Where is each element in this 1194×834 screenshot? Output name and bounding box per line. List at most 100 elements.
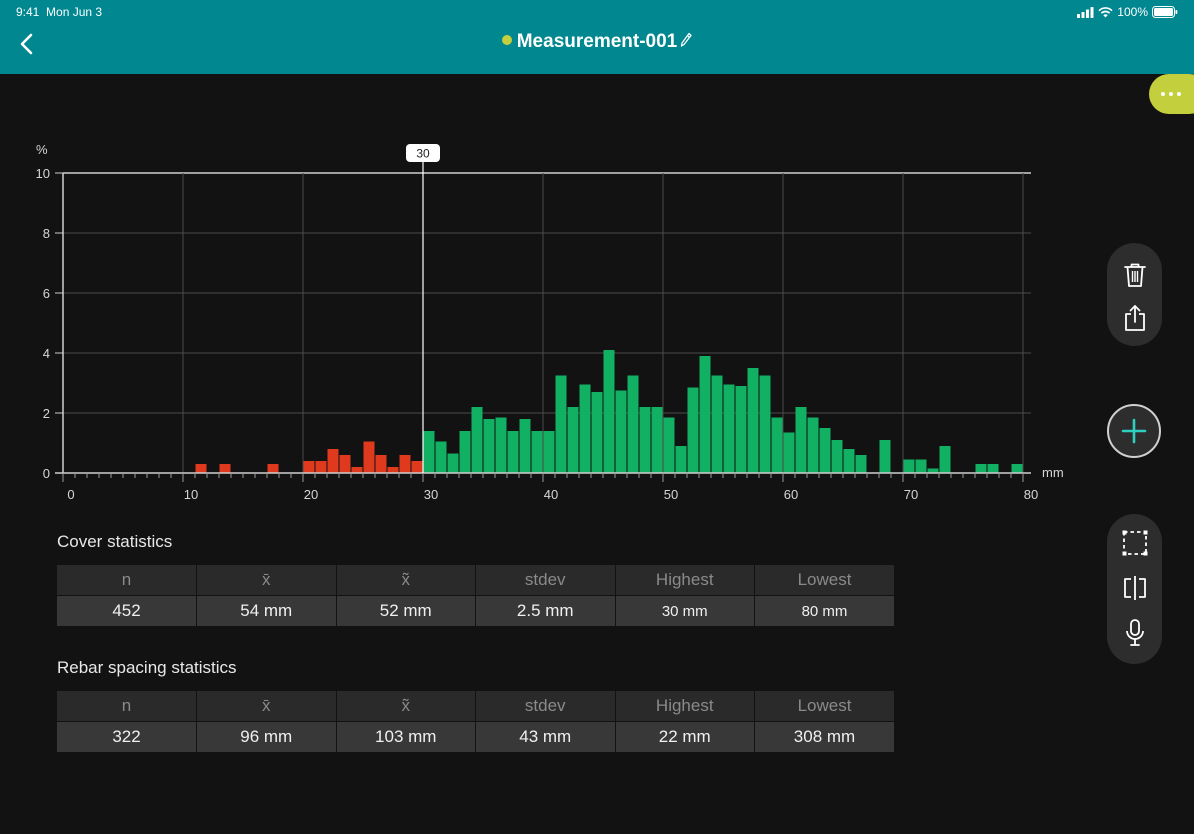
y-axis-label: % (36, 142, 48, 157)
table-header-row: n x̄ x̃ stdev Highest Lowest (57, 565, 894, 596)
x-tick-label: 80 (1024, 487, 1038, 502)
histogram-bar (327, 449, 339, 473)
histogram-bar (303, 461, 315, 473)
histogram-bar (375, 455, 387, 473)
split-view-icon (1123, 576, 1146, 600)
histogram-bar (795, 407, 807, 473)
histogram-bar (939, 446, 951, 473)
column-header-mean: x̄ (196, 565, 337, 596)
histogram-bar (915, 459, 927, 473)
histogram-bar (507, 431, 519, 473)
histogram-bar (699, 356, 711, 473)
histogram-bar (603, 350, 615, 473)
histogram-bar (351, 467, 363, 473)
histogram-bar (627, 375, 639, 473)
spacing-lowest-value: 308 mm (754, 721, 894, 752)
add-measurement-button[interactable] (1107, 404, 1161, 458)
histogram-bar (447, 453, 459, 473)
column-header-mean: x̄ (196, 691, 337, 722)
histogram-bar (567, 407, 579, 473)
battery-percentage: 100% (1117, 5, 1148, 19)
spacing-n-value: 322 (57, 721, 197, 752)
y-tick-label: 2 (43, 406, 50, 421)
more-options-button[interactable] (1149, 74, 1194, 114)
page-title: Measurement-001 (516, 31, 678, 52)
histogram-bar (975, 464, 987, 473)
histogram-bar (615, 390, 627, 473)
histogram-bar (747, 368, 759, 473)
cover-mean-value: 54 mm (196, 595, 337, 626)
x-tick-label: 50 (664, 487, 678, 502)
cover-statistics-table: n x̄ x̃ stdev Highest Lowest 452 54 mm 5… (57, 565, 894, 626)
histogram-bar (687, 387, 699, 473)
plus-icon (1121, 418, 1147, 444)
spacing-median-value: 103 mm (336, 721, 476, 752)
histogram-bar (591, 392, 603, 473)
column-header-lowest: Lowest (754, 691, 894, 722)
histogram-bar (651, 407, 663, 473)
column-header-median: x̃ (336, 691, 476, 722)
histogram-bar (903, 459, 915, 473)
wifi-icon (1098, 6, 1113, 17)
x-tick-label: 40 (544, 487, 558, 502)
selection-box-icon (1122, 530, 1147, 556)
back-button[interactable] (14, 30, 42, 58)
histogram-bar (315, 461, 327, 473)
y-tick-label: 0 (43, 466, 50, 481)
histogram-bar (819, 428, 831, 473)
histogram-bar (855, 455, 867, 473)
x-tick-label: 10 (184, 487, 198, 502)
share-button[interactable] (1115, 298, 1155, 338)
app-header: 9:41 Mon Jun 3 100% Measurement-001 (0, 0, 1194, 74)
cover-highest-value: 30 mm (615, 595, 755, 626)
status-bar-time: 9:41 Mon Jun 3 (16, 5, 102, 19)
cover-n-value: 452 (57, 595, 197, 626)
x-tick-label: 30 (424, 487, 438, 502)
battery-icon (1152, 6, 1178, 18)
select-area-button[interactable] (1115, 523, 1155, 563)
histogram-bar (579, 384, 591, 473)
histogram-bar (927, 468, 939, 473)
voice-note-button[interactable] (1115, 613, 1155, 653)
histogram-bar (771, 417, 783, 473)
pencil-icon[interactable] (680, 32, 692, 48)
histogram-bar (195, 464, 207, 473)
measurement-title[interactable]: Measurement-001 (0, 31, 1194, 53)
column-header-n: n (57, 565, 197, 596)
histogram-bar (495, 417, 507, 473)
cover-statistics-title: Cover statistics (57, 532, 173, 551)
spacing-mean-value: 96 mm (196, 721, 337, 752)
table-row: 452 54 mm 52 mm 2.5 mm 30 mm 80 mm (57, 595, 894, 626)
histogram-bar (1011, 464, 1023, 473)
histogram-bar (411, 461, 423, 473)
x-tick-label: 70 (904, 487, 918, 502)
histogram-bar (543, 431, 555, 473)
split-view-button[interactable] (1115, 568, 1155, 608)
x-tick-label: 60 (784, 487, 798, 502)
histogram-chart: 0 2 4 6 8 10 0 10 20 30 40 50 60 70 80% mm 30 (36, 142, 1064, 502)
spacing-highest-value: 22 mm (615, 721, 755, 752)
cover-lowest-value: 80 mm (754, 595, 894, 626)
y-tick-label: 6 (43, 286, 50, 301)
histogram-bar (783, 432, 795, 473)
histogram-bar (555, 375, 567, 473)
y-tick-label: 10 (36, 166, 50, 181)
threshold-label-box (406, 144, 440, 162)
status-time: 9:41 (16, 5, 40, 19)
status-dot (501, 34, 512, 45)
column-header-lowest: Lowest (754, 565, 894, 596)
histogram-bar (435, 441, 447, 473)
spacing-statistics-table: n x̄ x̃ stdev Highest Lowest 322 96 mm 1… (57, 691, 894, 752)
histogram-bar (879, 440, 891, 473)
histogram-bar (387, 467, 399, 473)
histogram-bar (831, 440, 843, 473)
histogram-bar (459, 431, 471, 473)
histogram-bar (663, 417, 675, 473)
histogram-bar (219, 464, 231, 473)
delete-button[interactable] (1115, 255, 1155, 295)
histogram-bar (471, 407, 483, 473)
view-tools-panel (1107, 514, 1162, 664)
cover-median-value: 52 mm (336, 595, 476, 626)
cover-stdev-value: 2.5 mm (475, 595, 616, 626)
y-tick-label: 8 (43, 226, 50, 241)
